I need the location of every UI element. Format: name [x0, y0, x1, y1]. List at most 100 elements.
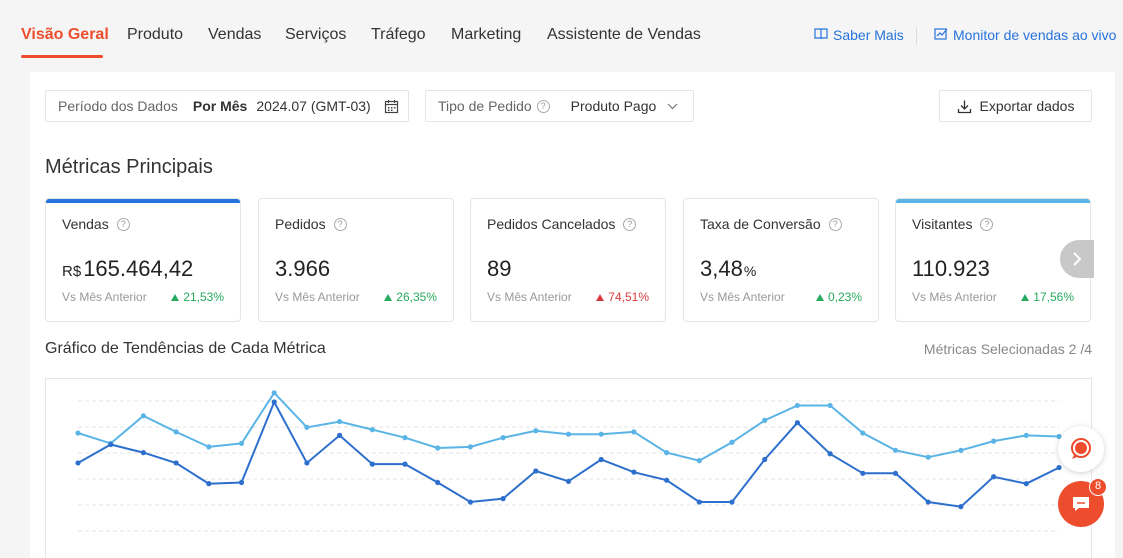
data-point[interactable] [206, 481, 212, 487]
chat-unread-badge: 8 [1089, 478, 1107, 496]
help-icon: ? [828, 217, 842, 231]
data-point[interactable] [565, 478, 572, 484]
metric-compare-label: Vs Mês Anterior [275, 290, 360, 304]
data-point[interactable] [827, 451, 833, 457]
data-point[interactable] [598, 431, 604, 437]
divider [916, 27, 917, 45]
data-point[interactable] [173, 429, 179, 435]
data-point[interactable] [892, 470, 899, 476]
order-type-filter[interactable]: Tipo de Pedido ? Produto Pago [425, 90, 694, 122]
data-point[interactable] [402, 461, 408, 467]
data-point[interactable] [1023, 481, 1029, 487]
data-point[interactable] [369, 461, 375, 467]
data-point[interactable] [1056, 464, 1062, 471]
data-point[interactable] [991, 438, 997, 444]
metric-delta: 17,56% [1033, 290, 1074, 304]
metric-card-pedidos[interactable]: Pedidos? 3.966 Vs Mês Anterior 26,35% [258, 198, 454, 322]
data-point[interactable] [238, 479, 245, 486]
data-point[interactable] [402, 435, 408, 441]
data-point[interactable] [696, 499, 702, 505]
data-point[interactable] [238, 440, 245, 446]
data-point[interactable] [925, 454, 931, 460]
metric-value: 3,48 [700, 256, 743, 281]
metric-card-taxa-de-conversao[interactable]: Taxa de Conversão? 3,48% Vs Mês Anterior… [683, 198, 879, 322]
tab-trafego[interactable]: Tráfego [371, 26, 426, 43]
tab-vendas[interactable]: Vendas [208, 26, 262, 43]
data-point[interactable] [794, 402, 801, 409]
data-point[interactable] [369, 427, 375, 433]
data-point[interactable] [500, 496, 506, 502]
data-point[interactable] [271, 390, 277, 396]
metric-label: Vendas [62, 216, 109, 232]
data-point[interactable] [337, 418, 343, 425]
data-point[interactable] [860, 470, 866, 476]
top-navigation: Visão Geral Produto Vendas Serviços Tráf… [0, 0, 1123, 72]
metric-value: 165.464,42 [83, 256, 194, 281]
data-point[interactable] [925, 499, 931, 505]
metric-value: 3.966 [275, 256, 331, 281]
selected-metrics-count: Métricas Selecionadas 2 /4 [923, 341, 1092, 357]
tab-assistente-de-vendas[interactable]: Assistente de Vendas [547, 26, 701, 43]
data-point[interactable] [271, 399, 277, 405]
metric-delta: 26,35% [396, 290, 437, 304]
data-point[interactable] [500, 435, 506, 441]
tab-visao-geral[interactable]: Visão Geral [21, 26, 109, 43]
data-point[interactable] [729, 499, 735, 505]
data-point[interactable] [664, 477, 670, 483]
metric-card-visitantes[interactable]: Visitantes? 110.923 Vs Mês Anterior 17,5… [895, 198, 1091, 322]
data-point[interactable] [729, 439, 735, 445]
data-point[interactable] [631, 429, 637, 435]
data-point[interactable] [206, 444, 212, 450]
data-point[interactable] [304, 460, 310, 466]
data-point[interactable] [467, 499, 473, 505]
export-data-label: Exportar dados [979, 98, 1075, 114]
data-point[interactable] [631, 469, 637, 475]
metric-delta: 0,23% [827, 290, 862, 304]
live-monitor-link[interactable]: Monitor de vendas ao vivo [934, 27, 1116, 43]
export-data-button[interactable]: Exportar dados [939, 90, 1092, 122]
data-point[interactable] [435, 479, 441, 486]
data-point[interactable] [173, 460, 179, 466]
data-point[interactable] [598, 456, 604, 463]
data-point[interactable] [762, 456, 768, 463]
data-point[interactable] [565, 431, 572, 437]
data-point[interactable] [860, 430, 866, 436]
data-point[interactable] [533, 428, 539, 434]
data-point[interactable] [991, 474, 997, 480]
tab-marketing[interactable]: Marketing [451, 26, 522, 43]
selected-indicator [896, 199, 1090, 203]
assistant-button[interactable] [1058, 426, 1104, 472]
data-point[interactable] [140, 450, 146, 456]
data-point[interactable] [337, 432, 343, 438]
data-point[interactable] [75, 430, 81, 436]
book-icon [814, 27, 828, 43]
learn-more-link[interactable]: Saber Mais [814, 27, 904, 43]
currency-symbol: R$ [62, 263, 82, 280]
tab-servicos[interactable]: Serviços [285, 26, 347, 43]
metric-compare-label: Vs Mês Anterior [62, 290, 147, 304]
data-point[interactable] [794, 420, 801, 426]
data-point[interactable] [435, 445, 441, 451]
data-point[interactable] [892, 447, 899, 453]
metric-label: Pedidos Cancelados [487, 216, 616, 232]
data-point[interactable] [827, 402, 833, 409]
next-metrics-button[interactable] [1060, 240, 1094, 278]
data-point[interactable] [533, 468, 539, 474]
data-point[interactable] [664, 450, 670, 456]
tab-produto[interactable]: Produto [127, 26, 184, 43]
data-point[interactable] [140, 413, 146, 419]
data-point[interactable] [696, 458, 702, 464]
data-point[interactable] [75, 460, 81, 466]
period-filter[interactable]: Período dos Dados Por Mês 2024.07 (GMT-0… [45, 90, 409, 122]
data-point[interactable] [958, 447, 964, 453]
metric-card-pedidos-cancelados[interactable]: Pedidos Cancelados? 89 Vs Mês Anterior 7… [470, 198, 666, 322]
chevron-down-icon [667, 103, 678, 110]
metric-card-vendas[interactable]: Vendas? R$165.464,42 Vs Mês Anterior 21,… [45, 198, 241, 322]
data-point[interactable] [304, 424, 310, 430]
trend-chart-svg [75, 390, 1062, 532]
data-point[interactable] [762, 417, 768, 423]
data-point[interactable] [958, 504, 964, 510]
data-point[interactable] [1023, 432, 1029, 438]
data-point[interactable] [467, 444, 473, 450]
data-point[interactable] [108, 441, 114, 448]
